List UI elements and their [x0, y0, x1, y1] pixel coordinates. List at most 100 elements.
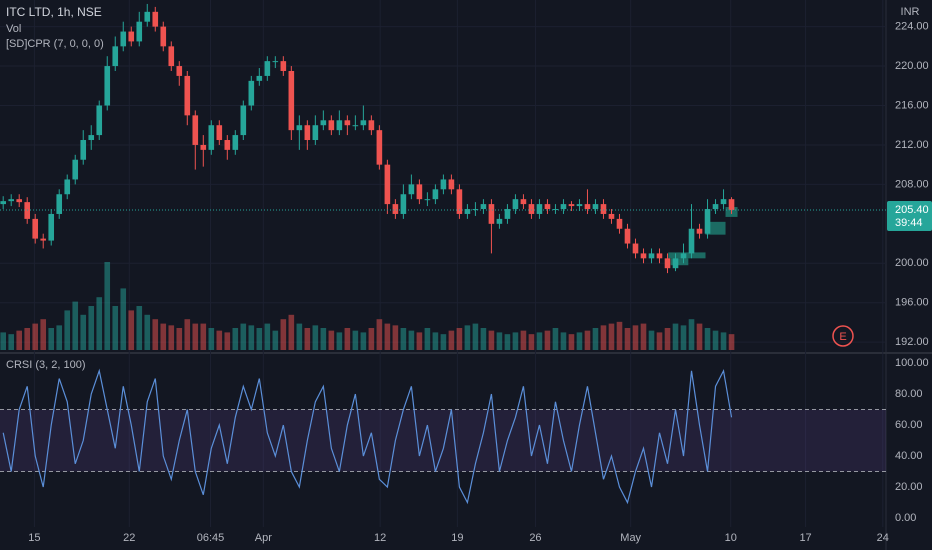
- candle-body: [416, 184, 423, 200]
- candle-body: [560, 204, 567, 210]
- plot: [0, 0, 886, 527]
- volume-bar: [456, 328, 463, 350]
- last-price-box: [887, 201, 932, 232]
- candle-body: [464, 209, 471, 214]
- y-tick-label: 20.00: [895, 481, 923, 493]
- volume-bar: [320, 328, 327, 350]
- volume-bar: [512, 332, 519, 350]
- candle-body: [128, 31, 135, 42]
- volume-bar: [128, 310, 135, 350]
- candle-body: [112, 46, 119, 67]
- volume-bar: [176, 328, 183, 350]
- candle-body: [384, 164, 391, 205]
- x-tick-label: 15: [28, 532, 40, 544]
- volume-bar: [464, 325, 471, 350]
- volume-bar: [688, 319, 695, 350]
- volume-bar: [424, 328, 431, 350]
- candle-body: [528, 204, 535, 214]
- volume-bar: [416, 332, 423, 350]
- volume-bar: [344, 328, 351, 350]
- volume-bar: [360, 332, 367, 350]
- volume-bar: [576, 332, 583, 350]
- volume-bar: [40, 319, 47, 350]
- y-tick-label: 192.00: [895, 336, 929, 348]
- volume-bar: [584, 330, 591, 350]
- volume-bar: [480, 328, 487, 350]
- candle-body: [632, 243, 639, 254]
- y-tick-label: 60.00: [895, 419, 923, 431]
- volume-bar: [608, 323, 615, 350]
- volume-bar: [592, 328, 599, 350]
- volume-bar: [328, 330, 335, 350]
- candle-body: [160, 26, 167, 47]
- candle-body: [368, 120, 375, 131]
- event-marker[interactable]: E: [839, 331, 846, 343]
- y-tick-label: 208.00: [895, 178, 929, 190]
- volume-bar: [88, 306, 95, 350]
- candle-body: [40, 238, 47, 241]
- y-tick-label: 224.00: [895, 21, 929, 33]
- candle-body: [600, 204, 607, 214]
- volume-bar: [0, 332, 7, 350]
- candle-body: [656, 253, 663, 259]
- candle-body: [376, 130, 383, 165]
- candle-body: [256, 75, 263, 81]
- volume-bar: [488, 330, 495, 350]
- volume-bar: [80, 314, 87, 350]
- volume-bar: [640, 323, 647, 350]
- volume-bar: [8, 334, 15, 350]
- candle-body: [344, 120, 351, 126]
- volume-bar: [248, 325, 255, 350]
- y-tick-label: 212.00: [895, 139, 929, 151]
- x-tick-label: 17: [799, 532, 811, 544]
- volume-bar: [632, 325, 639, 350]
- y-tick-label: 196.00: [895, 297, 929, 309]
- candle-body: [504, 209, 511, 219]
- candle-body: [456, 189, 463, 214]
- candle-body: [248, 80, 255, 106]
- volume-bar: [432, 332, 439, 350]
- volume-bar: [552, 328, 559, 350]
- volume-bar: [448, 330, 455, 350]
- volume-bar: [136, 306, 143, 350]
- candle-body: [104, 66, 111, 106]
- volume-bar: [384, 323, 391, 350]
- volume-bar: [696, 323, 703, 350]
- volume-bar: [16, 330, 23, 350]
- volume-bar: [680, 325, 687, 350]
- volume-bar: [560, 332, 567, 350]
- candle-body: [312, 125, 319, 141]
- candle-body: [520, 199, 527, 205]
- candle-body: [672, 258, 679, 269]
- y-tick-label: 200.00: [895, 257, 929, 269]
- candle-body: [448, 179, 455, 190]
- candle-body: [272, 61, 279, 63]
- volume-bar: [240, 323, 247, 350]
- volume-bar: [440, 334, 447, 350]
- candle-body: [616, 218, 623, 229]
- candle-body: [328, 120, 335, 131]
- candle-body: [56, 194, 63, 214]
- candle-body: [400, 194, 407, 214]
- volume-bar: [184, 319, 191, 350]
- candle-body: [424, 199, 431, 201]
- volume-bar: [48, 328, 55, 350]
- cpr-zone: [705, 221, 726, 235]
- candle-body: [88, 135, 95, 141]
- candle-body: [512, 199, 519, 210]
- candle-body: [584, 204, 591, 210]
- candle-body: [0, 201, 7, 205]
- candle-body: [392, 204, 399, 214]
- candle-body: [288, 70, 295, 131]
- volume-bar: [112, 306, 119, 350]
- volume-bar: [528, 334, 535, 350]
- volume-bar: [120, 288, 127, 350]
- candle-body: [152, 11, 159, 27]
- x-tick-label: 22: [123, 532, 135, 544]
- event-marker-circle[interactable]: [832, 325, 854, 347]
- x-tick-label: Apr: [255, 532, 272, 544]
- candle-body: [688, 228, 695, 254]
- volume-bar: [152, 319, 159, 350]
- candle-body: [408, 184, 415, 195]
